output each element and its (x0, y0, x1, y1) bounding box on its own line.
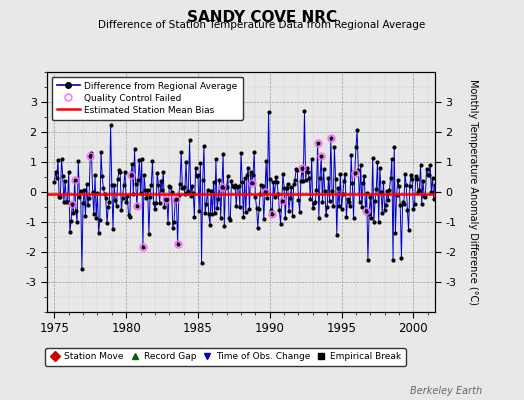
Text: SANDY COVE NRC: SANDY COVE NRC (187, 10, 337, 25)
Legend: Station Move, Record Gap, Time of Obs. Change, Empirical Break: Station Move, Record Gap, Time of Obs. C… (45, 348, 406, 366)
Text: Difference of Station Temperature Data from Regional Average: Difference of Station Temperature Data f… (99, 20, 425, 30)
Y-axis label: Monthly Temperature Anomaly Difference (°C): Monthly Temperature Anomaly Difference (… (467, 79, 477, 305)
Text: Berkeley Earth: Berkeley Earth (410, 386, 482, 396)
